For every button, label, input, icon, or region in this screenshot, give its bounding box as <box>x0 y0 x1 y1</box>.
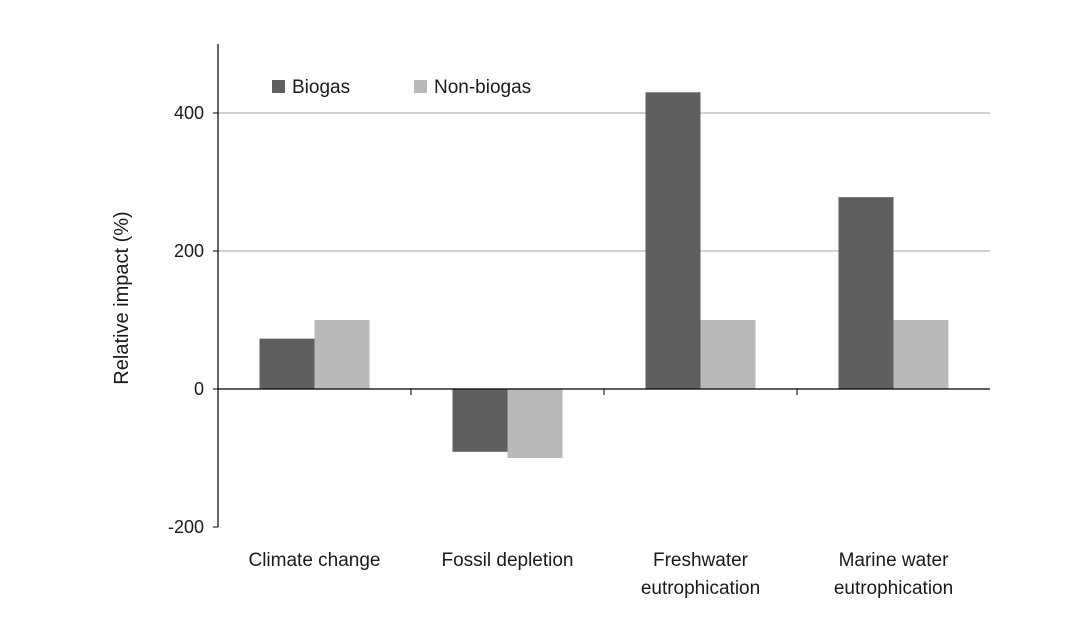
category-label: Fossil depletion <box>441 550 573 571</box>
x-axis-ticks <box>410 389 798 395</box>
y-tick-label: -200 <box>168 517 204 537</box>
y-tick-label: 400 <box>174 103 204 123</box>
legend-label-biogas: Biogas <box>292 77 350 98</box>
bar-biogas-2 <box>645 92 701 390</box>
category-label: Marine water <box>839 550 949 571</box>
y-tick-label: 0 <box>194 379 204 399</box>
category-label: Freshwater <box>653 550 749 571</box>
bar-biogas-3 <box>838 197 894 389</box>
y-tick-labels: -200 0 200 400 <box>168 103 204 537</box>
category-label: eutrophication <box>641 578 760 599</box>
bar-non-biogas-0 <box>314 320 370 389</box>
legend-swatch-non-biogas <box>414 80 427 93</box>
category-labels: Climate change Fossil depletion Freshwater… <box>248 550 953 599</box>
bar-non-biogas-1 <box>507 389 563 458</box>
bar-biogas-0 <box>259 338 315 389</box>
category-label: Climate change <box>248 550 380 571</box>
bar-non-biogas-2 <box>700 320 756 389</box>
y-tick-label: 200 <box>174 241 204 261</box>
category-label: eutrophication <box>834 578 953 599</box>
legend-label-non-biogas: Non-biogas <box>434 77 531 98</box>
legend: Biogas Non-biogas <box>272 77 531 98</box>
legend-swatch-biogas <box>272 80 285 93</box>
bars <box>259 92 949 458</box>
y-axis-label: Relative impact (%) <box>111 211 133 384</box>
bar-biogas-1 <box>452 389 508 452</box>
bar-non-biogas-3 <box>893 320 949 389</box>
